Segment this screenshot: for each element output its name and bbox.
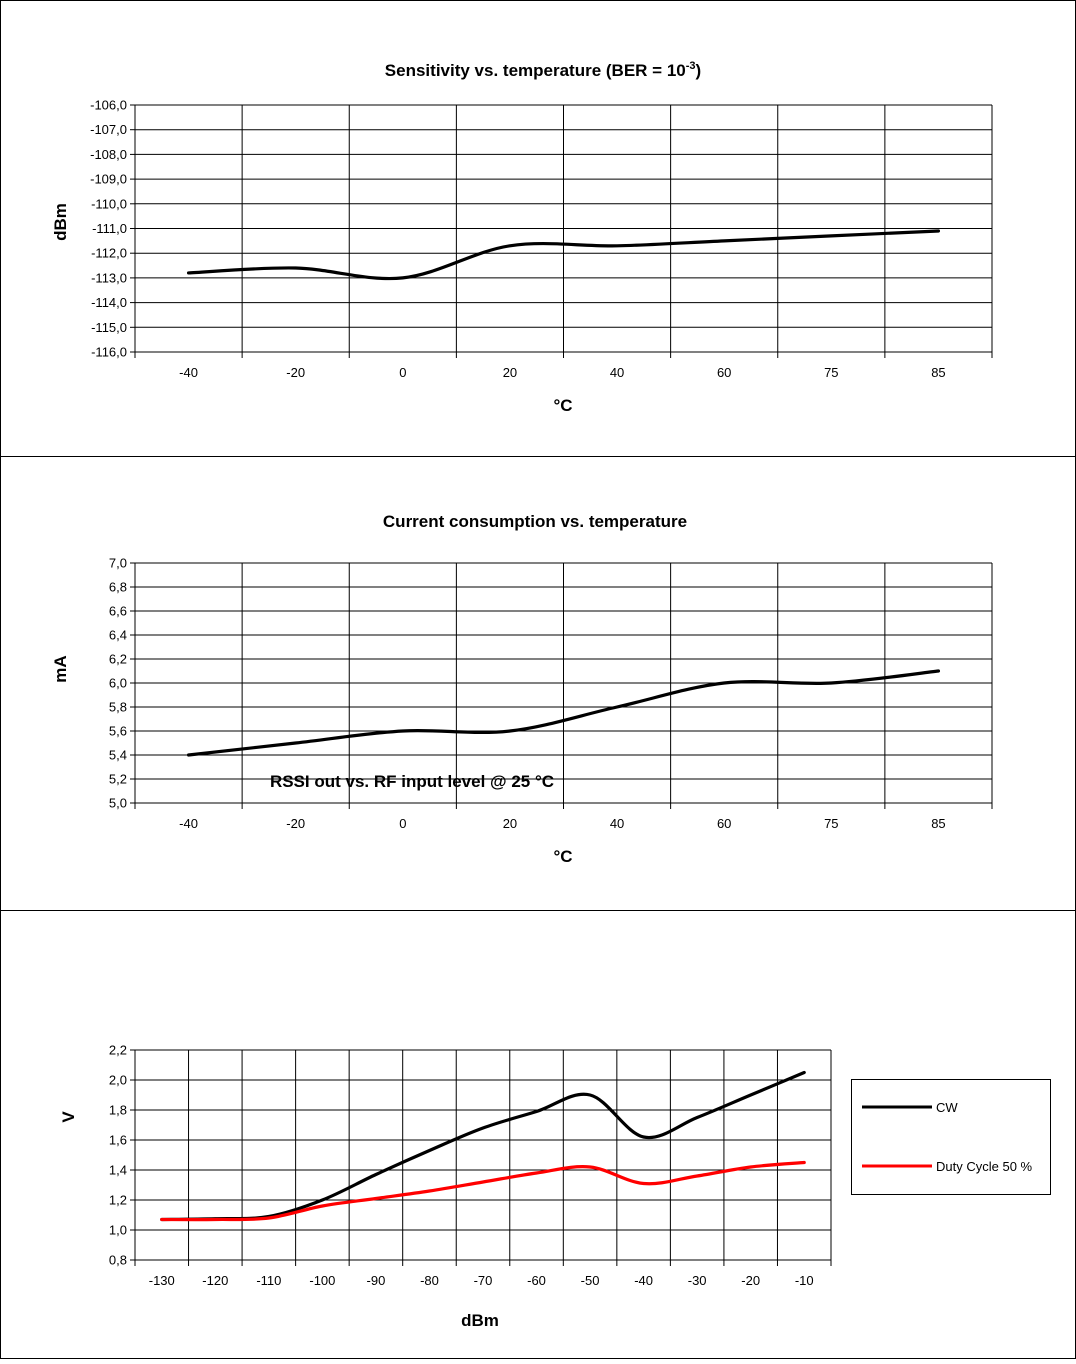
y-tick-label: 2,0 [109,1073,127,1088]
y-tick-label: 6,6 [109,604,127,619]
series-line-0 [186,669,941,757]
y-tick-label: 5,4 [109,748,127,763]
x-tick-label: -20 [741,1273,760,1288]
x-axis-label: °C [553,847,572,866]
x-tick-label: -110 [256,1273,281,1288]
x-tick-label: 20 [503,365,517,380]
x-tick-label: -40 [179,365,198,380]
legend-label-cw: CW [936,1100,958,1115]
y-tick-label: 6,4 [109,628,127,643]
y-tick-label: -115,0 [91,320,127,335]
y-tick-label: -111,0 [92,221,127,236]
y-axis-label: dBm [51,203,70,241]
chart-title: Sensitivity vs. temperature (BER = 10-3) [385,60,701,80]
x-tick-label: -120 [202,1273,228,1288]
y-tick-label: -107,0 [90,122,127,137]
x-tick-label: 20 [503,816,517,831]
tick-labels: 2,2 2,0 1,8 1,6 1,4 1,2 1,0 0,8 -130 -120 -110 -100… [109,1043,814,1289]
y-tick-label: 1,0 [109,1223,127,1238]
x-tick-label: 85 [931,816,945,831]
legend: CW Duty Cycle 50 % [851,1079,1051,1195]
x-tick-label: -40 [179,816,198,831]
grid [130,104,993,358]
y-tick-label: 6,0 [109,676,127,691]
series-layer [186,669,941,757]
y-tick-label: 5,8 [109,700,127,715]
x-axis-label: °C [553,396,572,415]
y-tick-label: -108,0 [90,147,127,162]
x-tick-label: 60 [717,816,731,831]
series-line-0 [160,1070,806,1222]
x-tick-label: -20 [286,816,305,831]
grid [130,1049,832,1266]
y-tick-label: -109,0 [90,172,127,187]
x-tick-label: 40 [610,816,624,831]
y-tick-label: -114,0 [91,295,127,310]
y-tick-label: -112,0 [91,246,127,261]
legend-label-duty-cycle: Duty Cycle 50 % [936,1159,1033,1174]
series-line-1 [160,1160,806,1222]
legend-box [851,1079,1051,1195]
x-tick-label: -60 [527,1273,546,1288]
x-tick-label: 85 [931,365,945,380]
x-tick-label: -70 [474,1273,493,1288]
x-tick-label: 0 [399,816,406,831]
y-tick-label: -113,0 [91,270,127,285]
tick-labels: -106,0 -107,0 -108,0 -109,0 -110,0 -111,0 -112… [90,98,946,381]
y-tick-label: 5,0 [109,796,127,811]
y-axis-label: V [59,1111,78,1123]
sensitivity-chart: Sensitivity vs. temperature (BER = 10-3)… [51,60,993,415]
y-tick-label: 1,2 [109,1193,127,1208]
y-tick-label: 6,8 [109,580,127,595]
x-tick-label: 75 [824,365,838,380]
x-tick-label: -10 [795,1273,814,1288]
x-tick-label: 0 [399,365,406,380]
y-axis-label: mA [51,655,70,682]
rssi-chart: RSSI out vs. RF input level @ 25 °C 2,22… [59,772,1051,1330]
series-line-0 [186,229,941,281]
x-tick-label: -130 [149,1273,175,1288]
x-tick-label: 75 [824,816,838,831]
y-tick-label: -106,0 [90,98,127,113]
current-consumption-chart: Current consumption vs. temperature 7,0 6… [51,512,993,866]
chart-title: RSSI out vs. RF input level @ 25 °C [270,772,554,791]
y-tick-label: 2,2 [109,1043,127,1058]
y-tick-label: 1,4 [109,1163,127,1178]
x-tick-label: 40 [610,365,624,380]
y-tick-label: 1,8 [109,1103,127,1118]
y-tick-label: 7,0 [109,556,127,571]
y-tick-label: 5,2 [109,772,127,787]
x-tick-label: -90 [367,1273,386,1288]
chart-title: Current consumption vs. temperature [383,512,687,531]
x-tick-label: -30 [688,1273,707,1288]
x-tick-label: -80 [420,1273,439,1288]
y-tick-label: -116,0 [91,345,127,360]
x-tick-label: -40 [634,1273,653,1288]
series-layer [160,1070,806,1222]
x-tick-label: -20 [286,365,305,380]
y-tick-label: 1,6 [109,1133,127,1148]
y-tick-label: 0,8 [109,1253,127,1268]
x-tick-label: -50 [581,1273,600,1288]
y-tick-label: -110,0 [91,196,127,211]
grid [130,562,993,809]
tick-labels: 7,0 6,8 6,6 6,4 6,2 6,0 5,8 5,6 5,4 5,2 5,0 -40 -20 0… [109,556,946,832]
y-tick-label: 5,6 [109,724,127,739]
series-layer [186,229,941,281]
y-tick-label: 6,2 [109,652,127,667]
x-axis-label: dBm [461,1311,499,1330]
x-tick-label: 60 [717,365,731,380]
x-tick-label: -100 [309,1273,335,1288]
